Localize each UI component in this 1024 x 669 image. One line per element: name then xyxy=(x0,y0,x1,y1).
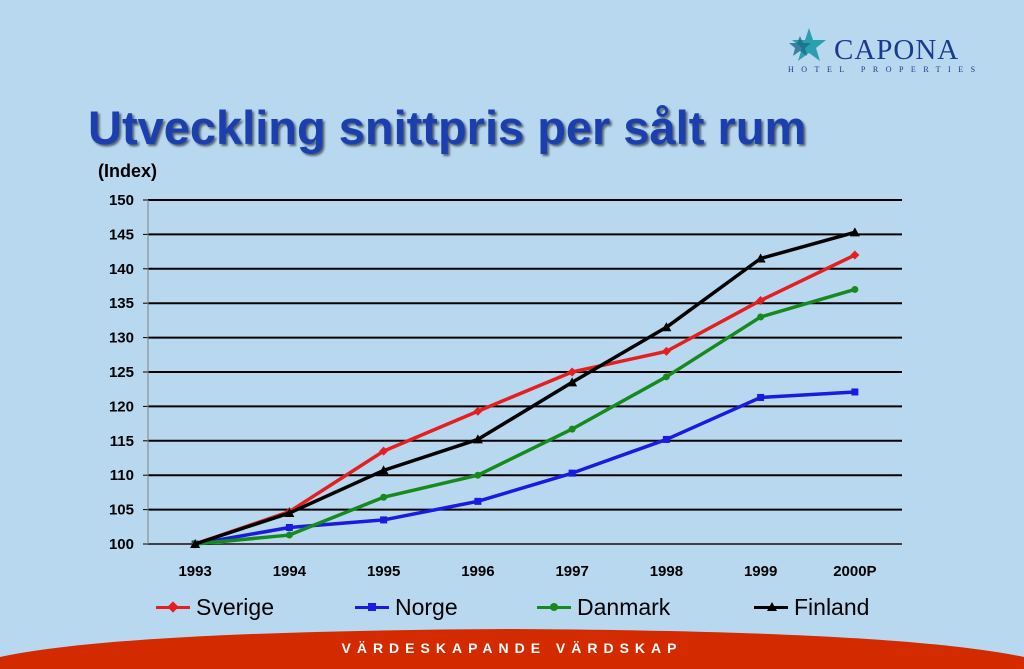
x-tick-label: 1998 xyxy=(650,563,683,580)
legend-label: Norge xyxy=(395,593,458,620)
data-point xyxy=(284,508,295,518)
legend-label: Finland xyxy=(794,593,870,620)
footer-tagline: VÄRDESKAPANDE VÄRDSKAP xyxy=(341,640,683,656)
chart-legend: Sverige Norge Danmark Finland xyxy=(150,592,910,622)
data-point xyxy=(756,295,766,305)
series-finland xyxy=(190,227,860,548)
y-tick-label: 115 xyxy=(110,433,134,450)
data-point xyxy=(662,435,670,443)
y-tick-label: 120 xyxy=(109,398,134,415)
data-point xyxy=(850,250,860,260)
footer-shape xyxy=(0,629,1024,669)
series-line xyxy=(194,253,856,546)
legend-label: Sverige xyxy=(196,593,274,620)
y-tick-label: 150 xyxy=(109,192,134,209)
data-point xyxy=(757,313,765,321)
y-tick-label: 125 xyxy=(109,364,134,381)
data-point xyxy=(851,285,859,293)
y-tick-label: 145 xyxy=(109,226,134,243)
x-tick-label: 1995 xyxy=(367,563,400,580)
legend-item-sverige: Sverige xyxy=(156,592,274,622)
data-point xyxy=(757,393,765,401)
page-title: Utveckling snittpris per sålt rum xyxy=(88,101,807,154)
legend-swatch xyxy=(537,602,571,611)
legend-marker xyxy=(550,602,558,611)
data-point xyxy=(285,523,293,531)
data-point xyxy=(568,469,576,477)
x-tick-label: 1999 xyxy=(744,563,777,580)
legend-label: Danmark xyxy=(577,593,671,620)
data-point xyxy=(755,253,766,263)
data-point xyxy=(472,434,483,444)
legend-swatch xyxy=(355,602,389,611)
y-tick-label: 135 xyxy=(109,295,134,312)
series-danmark xyxy=(191,285,859,548)
y-axis-label: (Index) xyxy=(98,161,158,181)
data-point xyxy=(661,322,672,332)
logo-name: CAPONA xyxy=(834,34,960,66)
data-point xyxy=(378,465,389,475)
data-point xyxy=(851,388,859,396)
y-tick-label: 140 xyxy=(109,261,134,278)
legend-swatch xyxy=(754,601,788,611)
legend-item-danmark: Danmark xyxy=(537,592,670,622)
legend-item-finland: Finland xyxy=(754,592,869,622)
series-line xyxy=(194,390,855,546)
x-tick-label: 1994 xyxy=(273,563,307,580)
x-tick-label: 1993 xyxy=(178,563,211,580)
y-tick-label: 100 xyxy=(109,536,134,553)
star-logo-icon xyxy=(789,28,826,61)
x-tick-label: 1996 xyxy=(461,563,494,580)
data-point xyxy=(662,373,670,381)
data-point xyxy=(474,497,482,505)
data-point xyxy=(380,493,388,501)
legend-swatch xyxy=(156,600,190,613)
series-line xyxy=(194,287,856,546)
data-point xyxy=(190,539,201,548)
legend-marker xyxy=(368,602,376,611)
legend-marker xyxy=(767,601,777,611)
series-sverige xyxy=(190,250,860,549)
data-point xyxy=(661,346,671,356)
y-tick-label: 105 xyxy=(109,502,134,519)
y-tick-label: 130 xyxy=(109,330,134,347)
series-line xyxy=(194,230,856,546)
x-tick-label: 2000P xyxy=(833,563,876,580)
data-point xyxy=(285,531,293,539)
data-point xyxy=(474,471,482,479)
data-point xyxy=(567,367,577,377)
legend-item-norge: Norge xyxy=(355,592,458,622)
data-point xyxy=(849,227,860,237)
data-point xyxy=(568,425,576,433)
data-point xyxy=(379,446,389,456)
footer-banner: VÄRDESKAPANDE VÄRDSKAP xyxy=(0,625,1024,669)
data-point xyxy=(473,406,483,416)
data-point xyxy=(380,516,388,524)
capona-logo: CAPONA HOTEL PROPERTIES xyxy=(786,26,986,76)
logo-subtitle: HOTEL PROPERTIES xyxy=(788,65,983,74)
x-tick-label: 1997 xyxy=(555,563,588,580)
y-tick-label: 110 xyxy=(110,467,134,484)
legend-marker xyxy=(167,600,179,613)
data-point xyxy=(567,377,578,387)
